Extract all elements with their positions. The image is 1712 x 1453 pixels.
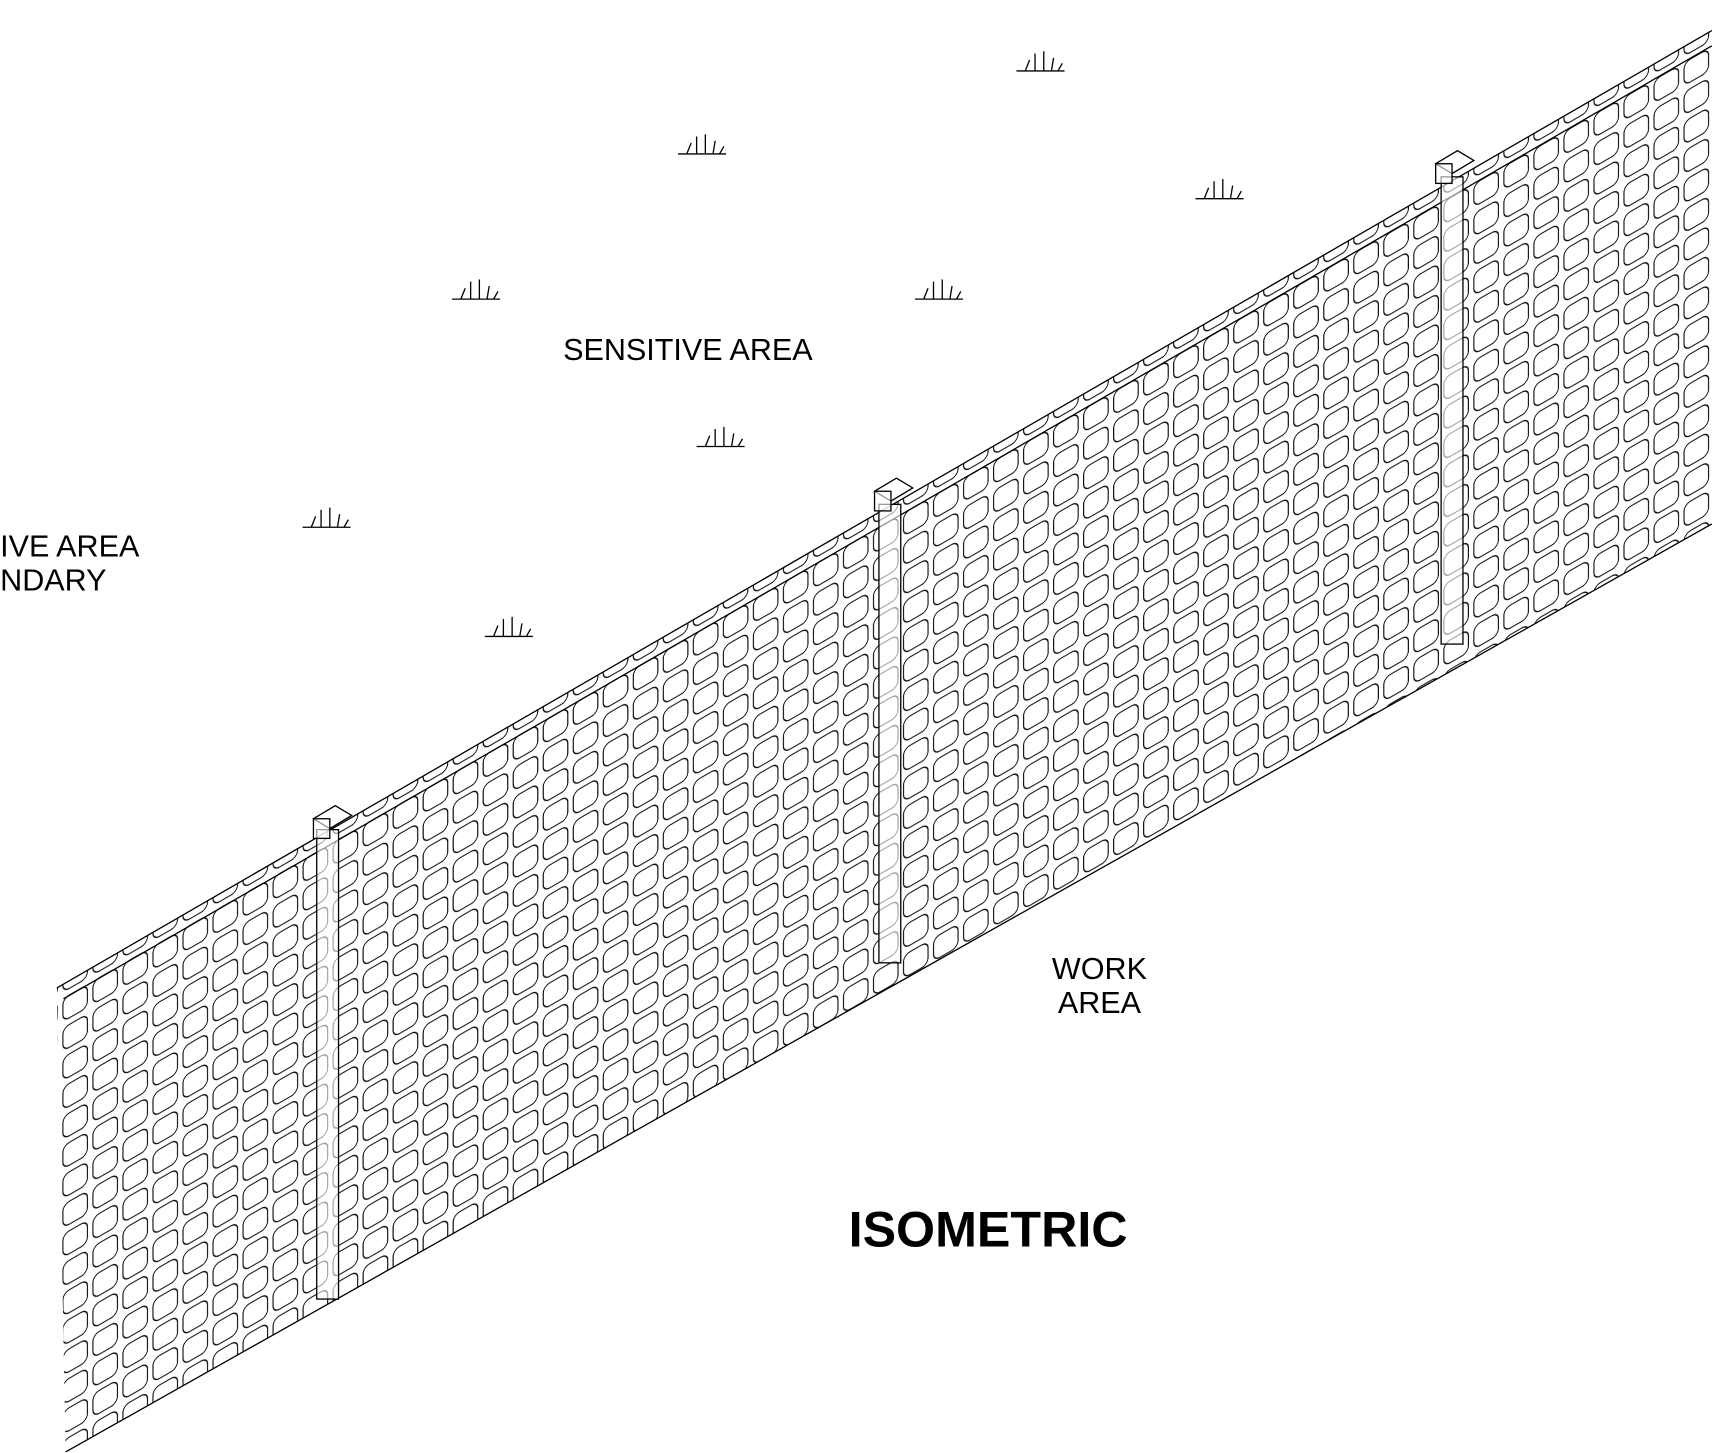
sensitive-area-label: SENSITIVE AREA <box>563 333 813 367</box>
work-area-label: WORK <box>1052 952 1148 986</box>
boundary-label: NDARY <box>0 564 106 598</box>
work-area-label: AREA <box>1058 986 1142 1020</box>
fence-posts <box>312 149 1476 1300</box>
boundary-label: IVE AREA <box>0 530 140 564</box>
drawing-title: ISOMETRIC <box>849 1202 1128 1258</box>
